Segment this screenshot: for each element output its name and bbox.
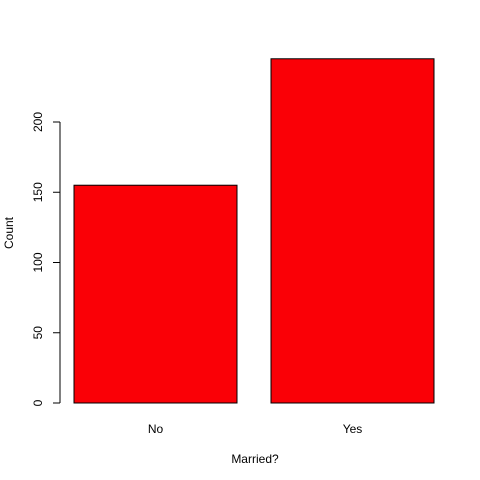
- y-tick-label-0: 0: [31, 399, 45, 406]
- bar-no: [73, 184, 238, 404]
- x-category-labels: No Yes: [148, 422, 362, 436]
- bars-layer: [73, 58, 435, 404]
- y-tick-label-200: 200: [31, 112, 45, 132]
- y-tick-label-100: 100: [31, 252, 45, 272]
- x-axis-title: Married?: [231, 452, 279, 466]
- y-axis: 0 50 100 150 200: [31, 112, 61, 406]
- bar-yes: [270, 58, 435, 404]
- y-axis-title: Count: [2, 216, 16, 249]
- x-tick-label-no: No: [148, 422, 164, 436]
- y-tick-label-50: 50: [31, 326, 45, 340]
- x-tick-label-yes: Yes: [343, 422, 363, 436]
- y-tick-label-150: 150: [31, 182, 45, 202]
